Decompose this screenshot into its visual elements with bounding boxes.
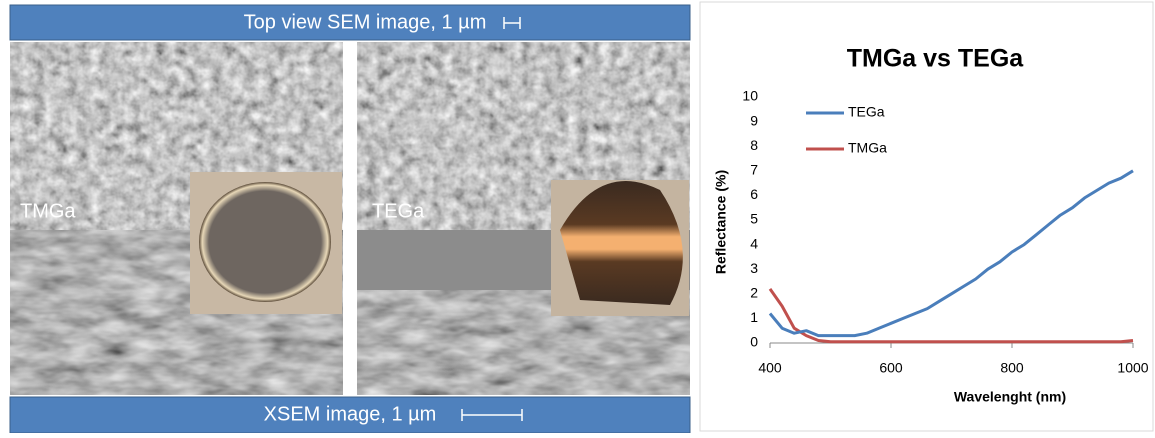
- legend-label: TMGa: [848, 140, 887, 156]
- x-tick-label: 600: [879, 360, 903, 376]
- x-axis-label: Wavelenght (nm): [954, 389, 1066, 405]
- y-tick-label: 4: [750, 235, 758, 251]
- x-tick-label: 800: [1000, 360, 1024, 376]
- y-tick-label: 6: [750, 186, 758, 202]
- legend-label: TEGa: [848, 104, 885, 120]
- chart-title: TMGa vs TEGa: [847, 45, 1025, 73]
- x-tick-label: 1000: [1117, 360, 1148, 376]
- banner-text: XSEM image, 1 µm: [264, 403, 437, 425]
- y-tick-label: 2: [750, 285, 758, 301]
- y-tick-label: 9: [750, 112, 758, 128]
- y-tick-label: 0: [750, 334, 758, 350]
- figure: TMGa TEGa Top view SEM image, 1 µm XSEM …: [0, 0, 1155, 433]
- sem-panels: TMGa TEGa: [10, 42, 690, 395]
- panel-label: TEGa: [372, 200, 425, 222]
- y-tick-label: 5: [750, 211, 758, 227]
- panel-label: TMGa: [20, 200, 76, 222]
- y-tick-label: 10: [742, 88, 758, 104]
- wafer: [199, 182, 331, 302]
- banner-text: Top view SEM image, 1 µm: [244, 11, 487, 33]
- y-tick-label: 3: [750, 260, 758, 276]
- y-tick-label: 8: [750, 137, 758, 153]
- y-tick-label: 1: [750, 309, 758, 325]
- divider: [343, 42, 357, 395]
- x-tick-label: 400: [758, 360, 782, 376]
- y-axis-label: Reflectance (%): [713, 170, 729, 274]
- y-tick-label: 7: [750, 162, 758, 178]
